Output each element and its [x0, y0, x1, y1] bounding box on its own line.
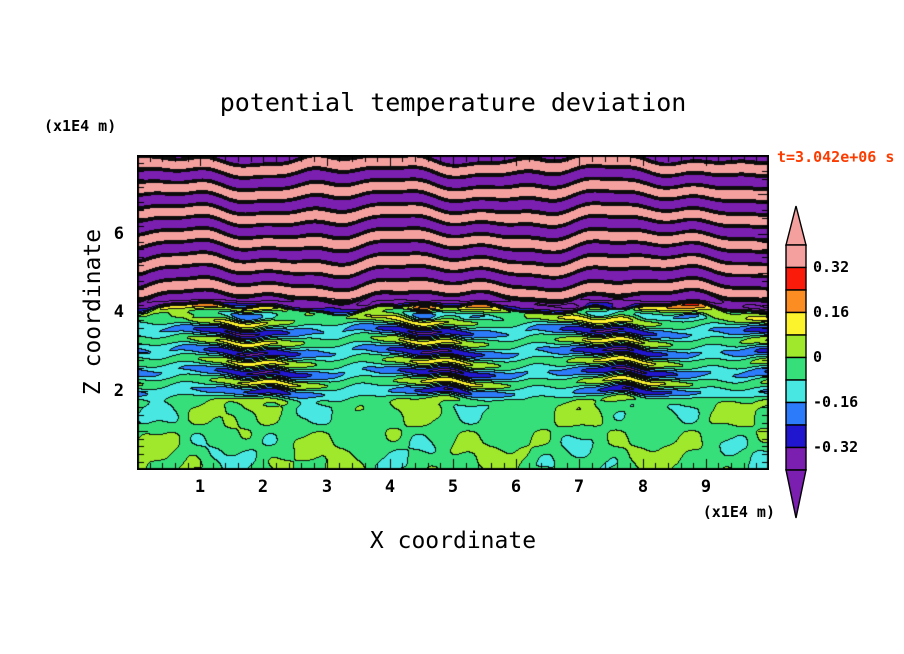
colorbar-arrow-up-icon: [785, 205, 807, 246]
y-tick-label-4: 4: [113, 302, 124, 322]
y-tick-label-2: 2: [113, 381, 124, 401]
colorbar-band-3: [785, 289, 807, 314]
x-units-label: (x1E4 m): [702, 503, 775, 521]
colorbar-label-4: -0.16: [813, 393, 859, 411]
y-units-label: (x1E4 m): [44, 117, 117, 135]
x-axis-title: X coordinate: [369, 528, 537, 554]
x-tick-label-9: 9: [700, 477, 712, 497]
x-tick-label-8: 8: [637, 477, 649, 497]
colorbar-label-3: 0: [813, 348, 823, 366]
colorbar: [785, 205, 807, 519]
x-tick-label-7: 7: [573, 477, 585, 497]
x-tick-label-2: 2: [257, 477, 269, 497]
colorbar-band-10: [785, 446, 807, 471]
colorbar-band-2: [785, 266, 807, 291]
colorbar-band-6: [785, 356, 807, 381]
colorbar-arrow-down-icon: [785, 469, 807, 519]
y-tick-label-6: 6: [113, 224, 124, 244]
plot-title: potential temperature deviation: [219, 88, 687, 117]
colorbar-band-8: [785, 401, 807, 426]
x-tick-label-6: 6: [510, 477, 522, 497]
contour-field-canvas: [137, 155, 769, 470]
colorbar-band-4: [785, 311, 807, 336]
x-tick-label-5: 5: [447, 477, 459, 497]
x-tick-label-1: 1: [194, 477, 206, 497]
x-tick-label-4: 4: [384, 477, 396, 497]
colorbar-band-5: [785, 334, 807, 359]
x-tick-label-3: 3: [321, 477, 333, 497]
colorbar-label-1: 0.32: [813, 258, 850, 276]
colorbar-label-2: 0.16: [813, 303, 850, 321]
colorbar-band-7: [785, 379, 807, 404]
colorbar-band-9: [785, 424, 807, 449]
time-stamp: t=3.042e+06 s: [777, 148, 895, 166]
colorbar-band-1: [785, 244, 807, 269]
colorbar-label-5: -0.32: [813, 438, 859, 456]
